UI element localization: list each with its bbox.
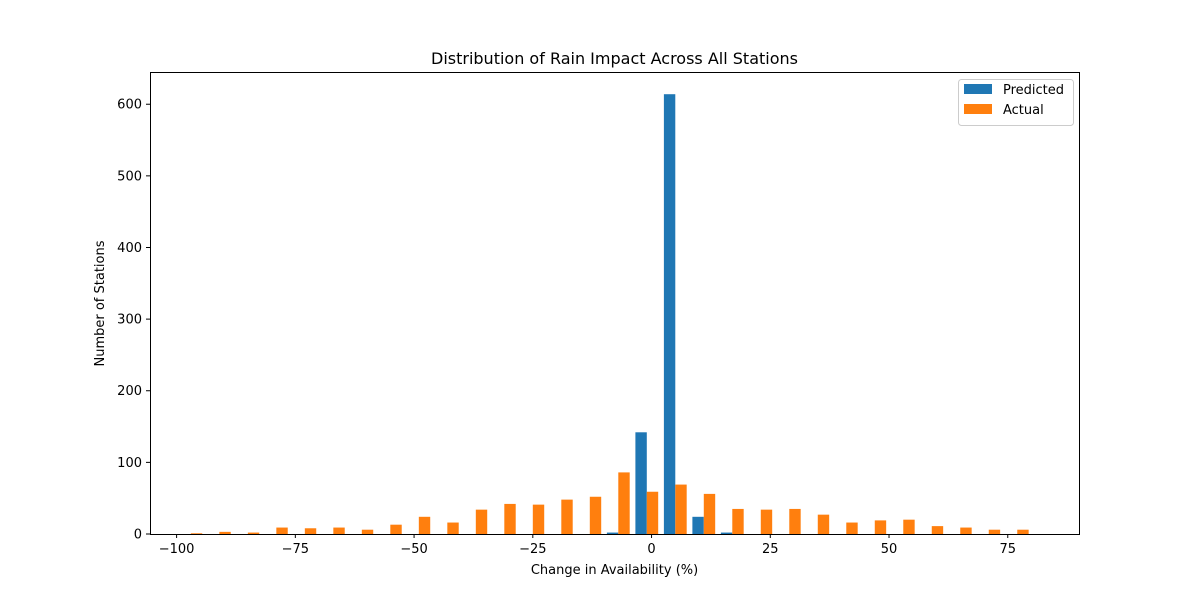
bar-actual-22: [817, 514, 830, 534]
x-axis-label: Change in Availability (%): [531, 563, 698, 578]
bar-actual-11: [504, 503, 516, 534]
plot-frame: [150, 72, 1080, 535]
bar-actual-28: [988, 529, 1001, 534]
bar-actual-26: [931, 526, 944, 534]
bar-actual-2: [247, 532, 260, 534]
y-tick-label: 400: [117, 241, 142, 256]
bar-actual-12: [532, 504, 545, 534]
bar-actual-21: [789, 508, 801, 534]
x-tick-label: 50: [881, 542, 898, 557]
legend-swatch-actual: [964, 104, 992, 114]
bar-actual-14: [589, 496, 602, 534]
legend-label-predicted: Predicted: [1003, 83, 1064, 98]
legend-swatch-predicted: [964, 84, 992, 94]
bar-actual-13: [561, 499, 573, 534]
y-axis-ticks: 0 100 200 300 400 500 600: [117, 98, 150, 543]
bar-actual-15: [618, 472, 630, 534]
bar-actual-0: [190, 533, 203, 534]
bar-actual-17: [675, 484, 687, 534]
y-axis-label: Number of Stations: [93, 240, 108, 366]
bars-layer: [190, 94, 1029, 534]
x-tick-label: 25: [762, 542, 779, 557]
bar-actual-16: [646, 491, 659, 534]
x-tick-label: 0: [647, 542, 655, 557]
y-tick-label: 0: [134, 528, 142, 543]
bar-actual-9: [447, 522, 459, 534]
bar-actual-10: [475, 509, 488, 534]
x-tick-label: −50: [400, 542, 427, 557]
bar-predicted-18: [692, 516, 704, 534]
bar-actual-8: [418, 516, 431, 534]
bar-predicted-17: [663, 94, 676, 534]
bar-actual-29: [1017, 529, 1029, 534]
legend-label-actual: Actual: [1003, 103, 1044, 118]
y-tick-label: 500: [117, 169, 142, 184]
x-tick-label: −75: [282, 542, 309, 557]
y-tick-label: 300: [117, 313, 142, 328]
chart-title: Distribution of Rain Impact Across All S…: [431, 49, 798, 68]
y-tick-label: 200: [117, 384, 142, 399]
bar-predicted-19: [720, 532, 733, 534]
bar-actual-1: [219, 531, 231, 534]
bar-actual-19: [732, 508, 744, 534]
bar-actual-6: [361, 529, 374, 534]
bar-actual-25: [903, 519, 915, 534]
bar-actual-5: [333, 527, 345, 534]
bar-actual-24: [874, 520, 887, 534]
x-axis-ticks: −100 −75 −50 −25 0 25 50 75: [159, 534, 1016, 557]
bar-actual-23: [846, 522, 858, 534]
bar-predicted-16: [635, 432, 647, 534]
bar-actual-4: [304, 528, 317, 534]
legend: Predicted Actual: [958, 79, 1074, 126]
bar-actual-3: [276, 527, 288, 534]
bar-predicted-15: [606, 532, 619, 534]
bar-actual-18: [703, 493, 716, 534]
y-tick-label: 100: [117, 456, 142, 471]
bar-actual-20: [760, 509, 773, 534]
x-tick-label: 75: [999, 542, 1016, 557]
y-tick-label: 600: [117, 98, 142, 113]
x-tick-label: −100: [159, 542, 195, 557]
bar-actual-27: [960, 527, 972, 534]
bar-actual-7: [390, 524, 402, 534]
x-tick-label: −25: [519, 542, 546, 557]
